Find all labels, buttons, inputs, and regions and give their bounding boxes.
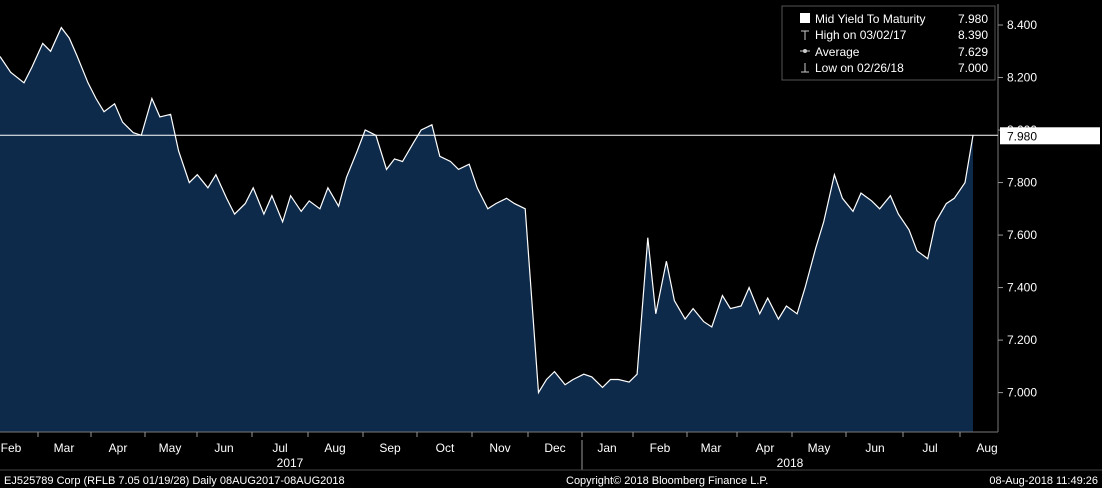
last-value-box (1000, 127, 1100, 145)
square-icon (800, 13, 810, 23)
series-area-fill (0, 27, 973, 432)
x-tick-label: Dec (544, 441, 565, 455)
legend-value: 8.390 (958, 28, 988, 42)
x-tick-label: Jul (922, 441, 937, 455)
legend: Mid Yield To Maturity 7.980 High on 03/0… (781, 5, 996, 81)
y-tick-label: 7.000 (1007, 386, 1037, 400)
legend-row-average: Average 7.629 (800, 45, 988, 59)
y-tick-label: 7.400 (1007, 281, 1037, 295)
average-marker-icon (800, 49, 810, 53)
legend-row-mid-yield: Mid Yield To Maturity 7.980 (800, 12, 988, 26)
x-tick-label: Aug (324, 441, 345, 455)
x-tick-label: Sep (379, 441, 401, 455)
x-tick-label: Jul (272, 441, 287, 455)
legend-value: 7.000 (958, 61, 988, 75)
footer-copyright: Copyright© 2018 Bloomberg Finance L.P. (566, 475, 768, 487)
y-tick-label: 8.200 (1007, 71, 1037, 85)
x-tick-label: Feb (650, 441, 671, 455)
footer-timestamp: 08-Aug-2018 11:49:26 (989, 475, 1098, 487)
y-tick-label: 7.600 (1007, 228, 1037, 242)
x-tick-label: Mar (701, 441, 722, 455)
last-value-label: 7.980 (1007, 129, 1037, 143)
legend-row-high: High on 03/02/17 8.390 (801, 28, 988, 42)
x-tick-label: Mar (54, 441, 75, 455)
y-tick-label: 8.400 (1007, 18, 1037, 32)
x-tick-label: Jun (214, 441, 233, 455)
x-tick-label: Jun (865, 441, 884, 455)
plot-area (0, 26, 974, 432)
x-tick-label: May (159, 441, 182, 455)
y-tick-label: 7.200 (1007, 333, 1037, 347)
x-tick-label: May (808, 441, 831, 455)
legend-label: Low on 02/26/18 (815, 61, 904, 75)
legend-label: High on 03/02/17 (815, 28, 907, 42)
footer-ticker: EJ525789 Corp (RFLB 7.05 01/19/28) Daily… (4, 475, 345, 487)
x-axis: Feb Mar Apr May Jun Jul Aug Sep Oct Nov Dec Jan Feb M… (0, 431, 998, 470)
x-year-label: 2017 (277, 456, 304, 470)
series-line (0, 26, 974, 395)
x-tick-label: Apr (109, 441, 128, 455)
legend-value: 7.980 (958, 12, 988, 26)
legend-value: 7.629 (958, 45, 988, 59)
x-tick-label: Feb (1, 441, 22, 455)
x-tick-label: Jan (597, 441, 616, 455)
legend-row-low: Low on 02/26/18 7.000 (801, 61, 988, 75)
legend-box (781, 5, 996, 81)
y-axis: 7.0007.2007.4007.6007.8008.0008.2008.400… (0, 4, 1100, 432)
x-tick-label: Nov (489, 441, 510, 455)
x-tick-label: Aug (976, 441, 997, 455)
high-marker-icon (801, 30, 809, 40)
legend-label: Average (815, 45, 860, 59)
x-tick-label: Oct (436, 441, 455, 455)
x-year-label: 2018 (777, 456, 804, 470)
low-marker-icon (801, 63, 809, 73)
y-tick-label: 7.800 (1007, 176, 1037, 190)
x-tick-label: Apr (756, 441, 775, 455)
legend-label: Mid Yield To Maturity (815, 12, 926, 26)
